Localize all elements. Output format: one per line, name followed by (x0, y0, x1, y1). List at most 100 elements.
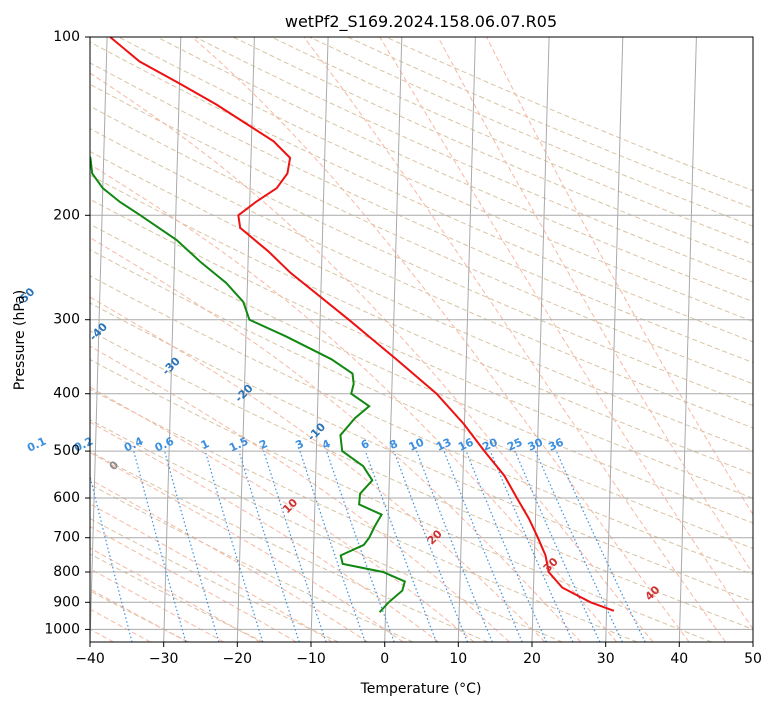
moist-adiabat (90, 386, 475, 642)
x-tick-label: −10 (296, 651, 326, 667)
dry-adiabat (309, 37, 753, 227)
moist-adiabat (90, 296, 546, 642)
mixing-ratio-line (325, 450, 395, 642)
moist-adiabat-label: 0 (107, 458, 122, 473)
y-tick-label: 900 (53, 594, 80, 610)
dry-adiabat (90, 451, 488, 642)
x-tick-label: −20 (223, 651, 253, 667)
moist-adiabat (90, 163, 618, 642)
mixing-ratio-label: 10 (407, 435, 427, 453)
dry-adiabat (90, 128, 753, 429)
dry-adiabat (90, 359, 712, 642)
moist-adiabat (303, 37, 726, 642)
dry-adiabat (90, 150, 753, 452)
dewpoint-line (90, 155, 406, 613)
moist-adiabat (486, 37, 753, 516)
dry-adiabat (90, 83, 753, 385)
dry-adiabat (90, 553, 264, 642)
mixing-ratio-label: 3 (293, 437, 305, 452)
mixing-ratio-label: 6 (359, 437, 372, 452)
dry-adiabat (90, 249, 753, 550)
mixing-ratio-line (465, 450, 547, 642)
temperature-line (109, 37, 615, 612)
moist-adiabat (191, 37, 690, 642)
mixing-ratio-line (164, 450, 220, 642)
mixing-ratio-label: 0.6 (153, 434, 176, 454)
y-tick-label: 100 (53, 29, 80, 45)
isotherm (678, 37, 697, 642)
mixing-ratio-line (534, 450, 623, 642)
x-tick-label: 10 (449, 651, 467, 667)
y-tick-label: 200 (53, 207, 80, 223)
moist-adiabat (90, 568, 225, 642)
mixing-ratio-line (416, 450, 493, 642)
y-tick-label: 500 (53, 443, 80, 459)
dry-adiabat (90, 302, 753, 603)
dry-adiabat (118, 37, 753, 323)
moist-adiabat (90, 72, 654, 642)
isotherm (310, 37, 329, 642)
isotherm-label: -30 (160, 354, 183, 377)
mixing-ratio-line (90, 473, 133, 642)
dry-adiabat (90, 198, 753, 499)
dry-adiabat (156, 37, 753, 303)
mixing-ratio-label: 30 (526, 435, 546, 453)
isotherm (90, 37, 108, 642)
mixing-ratio-label: 0.1 (25, 435, 48, 455)
chart-title: wetPf2_S169.2024.158.06.07.R05 (285, 12, 557, 32)
moist-adiabat-label: 40 (643, 583, 663, 603)
plot-frame (89, 36, 754, 643)
moist-adiabat-label: 10 (280, 496, 300, 516)
x-tick-label: 0 (380, 651, 389, 667)
mixing-ratio-label: 1.5 (227, 435, 250, 455)
mixing-ratio-label: 8 (387, 437, 399, 452)
moist-adiabat (379, 37, 753, 630)
isotherm (531, 37, 550, 642)
moist-adiabat (90, 345, 510, 642)
dry-adiabat (90, 419, 563, 642)
dry-adiabat (90, 41, 753, 343)
mixing-ratio-line (555, 450, 646, 642)
dry-adiabat (194, 37, 753, 283)
mixing-ratio-label: 20 (480, 435, 500, 453)
mixing-ratio-line (443, 450, 523, 642)
moist-adiabat (90, 421, 439, 642)
mixing-ratio-line (364, 450, 437, 642)
isotherm-label: -20 (232, 381, 255, 404)
isotherm (163, 37, 182, 642)
moist-adiabat (90, 525, 297, 642)
moist-adiabat (437, 37, 753, 575)
mixing-ratio-line (299, 450, 366, 642)
y-tick-label: 1000 (44, 621, 80, 637)
y-tick-label: 400 (53, 386, 80, 402)
mixing-ratio-line (489, 450, 574, 642)
x-tick-label: −40 (75, 651, 105, 667)
mixing-ratio-label: 13 (434, 436, 453, 454)
x-tick-label: 30 (597, 651, 615, 667)
dry-adiabat (90, 590, 190, 642)
mixing-ratio-line (238, 450, 300, 642)
x-tick-label: 50 (744, 651, 762, 667)
y-tick-label: 300 (53, 312, 80, 328)
dry-adiabat (271, 37, 753, 246)
profile-lines (90, 37, 615, 613)
mixing-ratio-line (133, 450, 187, 642)
moist-adiabat (90, 588, 188, 642)
y-tick-label: 700 (53, 530, 80, 546)
dry-adiabat (90, 223, 753, 524)
moist-adiabat (90, 478, 368, 642)
mixing-ratio-line (393, 450, 469, 642)
dry-adiabat (90, 330, 753, 630)
moist-adiabat (90, 237, 582, 642)
background-lines (37, 37, 753, 642)
dry-adiabat (90, 62, 753, 364)
moist-adiabat (90, 503, 333, 642)
mixing-ratio-line (37, 451, 82, 642)
mixing-ratio-label: 1 (199, 437, 211, 452)
mixing-ratio-label: 16 (456, 435, 476, 453)
y-axis: 100 200 300 400 500 600 700 800 900 1000 (44, 29, 90, 637)
moist-adiabat (90, 451, 404, 642)
x-axis: −40 −30 −20 −10 0 10 20 30 40 50 (75, 642, 762, 667)
isotherm (384, 37, 403, 642)
mixing-ratio-label: 25 (505, 436, 524, 454)
